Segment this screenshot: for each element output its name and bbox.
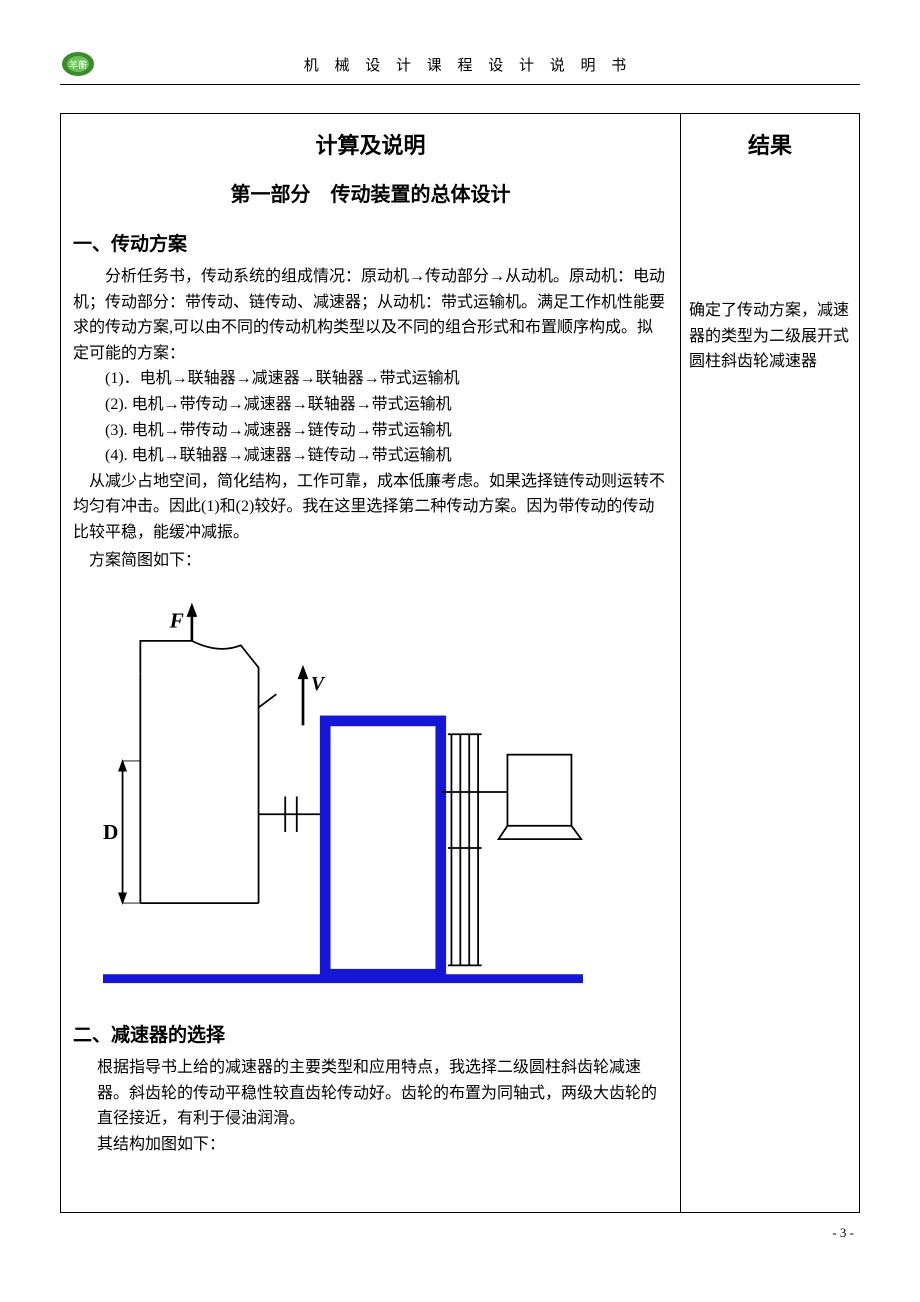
section-2-body: 根据指导书上给的减速器的主要类型和应用特点，我选择二级圆柱斜齿轮减速器。斜齿轮的… bbox=[97, 1055, 668, 1157]
paragraph-1: 分析任务书，传动系统的组成情况：原动机→传动部分→从动机。原动机：电动机；传动部… bbox=[73, 264, 668, 366]
heading-2: 二、减速器的选择 bbox=[73, 1020, 668, 1047]
main-column-header: 计算及说明 bbox=[61, 114, 680, 170]
paragraph-4: 其结构加图如下： bbox=[97, 1132, 668, 1158]
result-column-header: 结果 bbox=[681, 114, 859, 170]
svg-text:F: F bbox=[169, 609, 184, 633]
page-header: 羊蘅 机 械 设 计 课 程 设 计 说 明 书 bbox=[60, 50, 860, 85]
scheme-diagram: F V D bbox=[103, 577, 668, 1012]
main-column: 计算及说明 第一部分 传动装置的总体设计 一、传动方案 分析任务书，传动系统的组… bbox=[61, 114, 681, 1212]
option-4: (4). 电机→联轴器→减速器→链传动→带式运输机 bbox=[105, 443, 668, 469]
heading-1: 一、传动方案 bbox=[73, 229, 668, 256]
option-2: (2). 电机→带传动→减速器→联轴器→带式运输机 bbox=[105, 392, 668, 418]
paragraph-2: 从减少占地空间，简化结构，工作可靠，成本低廉考虑。如果选择链传动则运转不均匀有冲… bbox=[73, 469, 668, 546]
option-1: (1)．电机→联轴器→减速器→联轴器→带式运输机 bbox=[105, 366, 668, 392]
svg-text:V: V bbox=[311, 674, 326, 695]
main-body: 第一部分 传动装置的总体设计 一、传动方案 分析任务书，传动系统的组成情况：原动… bbox=[61, 178, 680, 1170]
header-title: 机 械 设 计 课 程 设 计 说 明 书 bbox=[116, 54, 860, 75]
option-3: (3). 电机→带传动→减速器→链传动→带式运输机 bbox=[105, 418, 668, 444]
logo-icon: 羊蘅 bbox=[60, 50, 96, 78]
page-number: - 3 - bbox=[60, 1225, 860, 1241]
result-text: 确定了传动方案，减速器的类型为二级展开式圆柱斜齿轮减速器 bbox=[681, 298, 859, 375]
svg-text:羊蘅: 羊蘅 bbox=[69, 59, 87, 70]
section-title: 第一部分 传动装置的总体设计 bbox=[73, 178, 668, 207]
svg-text:D: D bbox=[103, 820, 118, 844]
result-column: 结果 确定了传动方案，减速器的类型为二级展开式圆柱斜齿轮减速器 bbox=[681, 114, 859, 1212]
content-table: 计算及说明 第一部分 传动装置的总体设计 一、传动方案 分析任务书，传动系统的组… bbox=[60, 113, 860, 1213]
paragraph-3: 根据指导书上给的减速器的主要类型和应用特点，我选择二级圆柱斜齿轮减速器。斜齿轮的… bbox=[97, 1055, 668, 1132]
diagram-caption: 方案简图如下： bbox=[73, 548, 668, 574]
